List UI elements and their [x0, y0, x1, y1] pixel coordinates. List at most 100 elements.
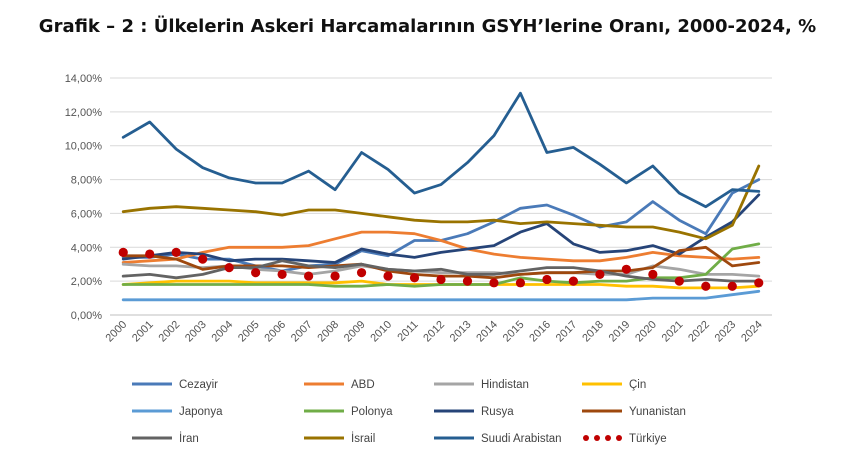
legend-label: Polonya	[351, 406, 393, 418]
data-point	[171, 247, 181, 257]
legend-item: Polonya	[304, 406, 393, 418]
legend-item: Rusya	[434, 406, 514, 418]
series-line	[121, 193, 761, 264]
y-tick-label: 10,00%	[65, 141, 103, 153]
y-tick-label: 0,00%	[71, 310, 102, 322]
x-tick-label: 2003	[183, 319, 209, 345]
data-point	[621, 264, 631, 274]
legend-item: Çin	[582, 379, 646, 391]
legend-label: Yunanistan	[629, 406, 686, 418]
data-point	[701, 281, 711, 291]
legend-label: İsrail	[351, 432, 375, 445]
legend-label: Cezayir	[179, 379, 218, 391]
y-tick-label: 14,00%	[65, 73, 103, 85]
x-tick-label: 2009	[342, 319, 368, 345]
data-point	[198, 254, 208, 264]
legend-label: Suudi Arabistan	[481, 433, 562, 445]
legend: Cezayir ABD Hindistan Çin Japonya Polonya Rusy…	[132, 379, 686, 445]
legend-label: İran	[179, 432, 199, 445]
series-1	[121, 230, 761, 264]
x-tick-label: 2024	[739, 319, 765, 345]
y-tick-label: 12,00%	[65, 107, 103, 119]
x-tick-label: 2010	[368, 319, 394, 345]
legend-item: Hindistan	[434, 379, 529, 391]
data-point	[251, 268, 261, 278]
legend-item: İsrail	[304, 432, 375, 445]
legend-item: ABD	[304, 379, 375, 391]
legend-item: Yunanistan	[582, 406, 686, 418]
series-line	[121, 91, 761, 209]
x-tick-label: 2012	[421, 319, 447, 345]
legend-swatch	[583, 435, 589, 441]
data-point	[436, 274, 446, 285]
x-tick-label: 2015	[501, 319, 527, 345]
data-point	[356, 268, 367, 278]
series-line	[121, 230, 761, 264]
data-point	[648, 269, 658, 279]
data-point	[330, 271, 340, 281]
legend-label: Hindistan	[481, 379, 529, 391]
x-tick-label: 2011	[395, 319, 420, 344]
x-tick-label: 2001	[130, 319, 156, 345]
data-point	[118, 247, 128, 257]
y-tick-label: 8,00%	[71, 175, 102, 187]
legend-label: Türkiye	[629, 433, 667, 445]
data-point	[727, 281, 737, 291]
x-tick-label: 2022	[686, 319, 712, 345]
data-point	[489, 278, 499, 288]
legend-label: Japonya	[179, 406, 223, 418]
data-point	[383, 271, 393, 281]
x-tick-label: 2019	[607, 319, 633, 345]
data-point	[409, 273, 420, 283]
x-tick-label: 2000	[104, 319, 130, 345]
x-tick-label: 2023	[713, 319, 739, 345]
data-point	[145, 249, 155, 259]
data-point	[277, 269, 287, 279]
x-tick-label: 2013	[448, 319, 474, 345]
x-tick-label: 2004	[209, 319, 235, 345]
legend-item: Türkiye	[583, 433, 667, 445]
legend-item: Cezayir	[132, 379, 218, 391]
data-point	[462, 276, 473, 286]
series-11	[118, 247, 764, 291]
x-tick-label: 2016	[527, 319, 553, 345]
legend-swatch	[605, 435, 611, 441]
data-point	[515, 278, 526, 288]
data-point	[595, 269, 605, 279]
x-tick-label: 2002	[157, 319, 183, 345]
series-lines	[118, 91, 764, 302]
x-tick-label: 2018	[580, 319, 606, 345]
series-line	[121, 289, 761, 302]
legend-label: Çin	[629, 379, 646, 391]
x-tick-label: 2008	[315, 319, 341, 345]
x-tick-label: 2021	[660, 319, 686, 345]
x-tick-label: 2006	[262, 319, 288, 345]
legend-label: Rusya	[481, 406, 514, 418]
series-9	[121, 164, 761, 241]
x-tick-label: 2020	[633, 319, 659, 345]
x-tick-label: 2014	[474, 319, 500, 345]
legend-swatch	[594, 435, 600, 441]
legend-swatch	[616, 435, 622, 441]
y-tick-label: 4,00%	[71, 242, 102, 254]
legend-item: İran	[132, 432, 199, 445]
series-4	[121, 289, 761, 302]
x-tick-label: 2005	[236, 319, 262, 345]
chart-title: Grafik – 2 : Ülkelerin Askeri Harcamalar…	[38, 16, 817, 37]
y-tick-label: 2,00%	[71, 276, 102, 288]
legend-item: Suudi Arabistan	[434, 433, 562, 445]
data-point	[224, 263, 234, 273]
legend-label: ABD	[351, 379, 375, 391]
data-point	[674, 276, 684, 286]
axes: 0,00% 2,00% 4,00% 6,00% 8,00% 10,00% 12,00% 14,…	[65, 73, 765, 344]
series-line	[121, 164, 761, 241]
data-point	[568, 276, 579, 286]
data-point	[754, 278, 764, 288]
data-point	[542, 274, 552, 285]
y-tick-label: 6,00%	[71, 208, 102, 220]
data-point	[304, 271, 314, 281]
x-tick-label: 2007	[289, 319, 315, 345]
legend-item: Japonya	[132, 406, 223, 418]
series-6	[121, 193, 761, 264]
